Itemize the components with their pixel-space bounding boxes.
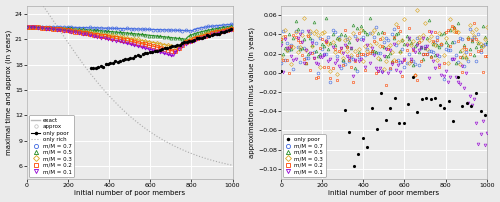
Legend: only poor, m/M = 0.7, m/M = 0.5, m/M = 0.3, m/M = 0.2, m/M = 0.1: only poor, m/M = 0.7, m/M = 0.5, m/M = 0… xyxy=(283,134,326,177)
X-axis label: initial number of poor members: initial number of poor members xyxy=(328,190,440,196)
X-axis label: initial number of poor members: initial number of poor members xyxy=(74,190,186,196)
Legend: exact, approx, only poor, only rich, m/M = 0.7, m/M = 0.5, m/M = 0.3, m/M = 0.2,: exact, approx, only poor, only rich, m/M… xyxy=(28,115,74,177)
Y-axis label: maximal time and approx (in years): maximal time and approx (in years) xyxy=(6,29,12,155)
Y-axis label: approximation minus value (in years): approximation minus value (in years) xyxy=(248,26,255,158)
